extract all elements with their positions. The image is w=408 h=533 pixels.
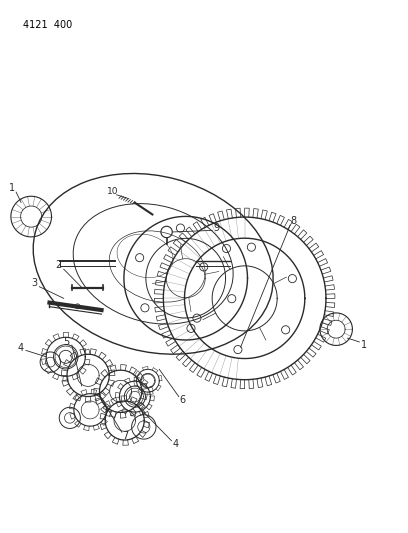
- Text: 10: 10: [107, 187, 118, 196]
- Text: 8: 8: [290, 216, 297, 227]
- Text: 6: 6: [180, 395, 186, 406]
- Text: 1: 1: [9, 183, 15, 193]
- Text: 5: 5: [63, 337, 70, 347]
- Text: 4121  400: 4121 400: [23, 20, 72, 30]
- Text: 9: 9: [213, 223, 219, 233]
- Text: 2: 2: [55, 261, 62, 270]
- Text: 4: 4: [17, 343, 23, 353]
- Text: 3: 3: [31, 279, 37, 288]
- Text: 4: 4: [173, 439, 179, 449]
- Text: 1: 1: [361, 340, 367, 350]
- Text: 7: 7: [122, 432, 128, 441]
